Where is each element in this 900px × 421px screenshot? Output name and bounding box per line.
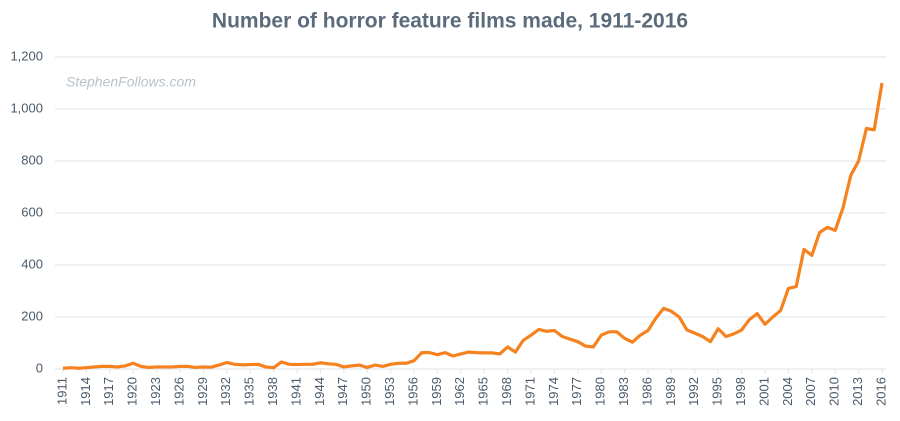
y-tick-label: 400 bbox=[21, 256, 43, 271]
y-tick-label: 200 bbox=[21, 308, 43, 323]
x-tick-label: 1947 bbox=[335, 377, 350, 406]
line bbox=[62, 82, 884, 370]
x-tick-label: 1926 bbox=[171, 377, 186, 406]
x-tick-label: 1977 bbox=[569, 377, 584, 406]
x-tick-label: 1941 bbox=[288, 377, 303, 406]
x-tick-label: 1968 bbox=[499, 377, 514, 406]
x-tick-label: 1950 bbox=[359, 377, 374, 406]
x-tick-label: 1971 bbox=[522, 377, 537, 406]
x-tick-label: 1995 bbox=[710, 377, 725, 406]
x-tick-label: 1944 bbox=[312, 377, 327, 406]
x-tick-label: 1980 bbox=[593, 377, 608, 406]
x-tick-label: 1986 bbox=[639, 377, 654, 406]
x-tick-label: 1929 bbox=[195, 377, 210, 406]
x-tick-label: 1911 bbox=[54, 377, 69, 405]
x-tick-label: 2001 bbox=[756, 377, 771, 406]
x-tick-label: 1923 bbox=[148, 377, 163, 406]
y-tick-label: 0 bbox=[36, 360, 43, 375]
y-tick-label: 600 bbox=[21, 204, 43, 219]
x-tick-label: 2004 bbox=[780, 377, 795, 406]
x-tick-label: 1989 bbox=[663, 377, 678, 406]
x-tick-label: 1920 bbox=[125, 377, 140, 406]
y-tick-label: 1,000 bbox=[10, 100, 43, 115]
x-tick-label: 1962 bbox=[452, 377, 467, 406]
x-tick-label: 1953 bbox=[382, 377, 397, 406]
x-tick-label: 1914 bbox=[78, 377, 93, 406]
x-tick-label: 1959 bbox=[429, 377, 444, 406]
x-tick-label: 1983 bbox=[616, 377, 631, 406]
x-tick-label: 2016 bbox=[873, 377, 888, 406]
watermark: StephenFollows.com bbox=[66, 74, 196, 90]
chart-title: Number of horror feature films made, 191… bbox=[212, 10, 688, 33]
x-tick-label: 1935 bbox=[242, 377, 257, 406]
x-tick-label: 2010 bbox=[827, 377, 842, 406]
x-tick-label: 2007 bbox=[803, 377, 818, 406]
y-tick-label: 800 bbox=[21, 152, 43, 167]
x-tick-label: 1917 bbox=[101, 377, 116, 406]
x-tick-label: 2013 bbox=[850, 377, 865, 406]
x-tick-label: 1965 bbox=[476, 377, 491, 406]
x-tick-label: 1974 bbox=[546, 377, 561, 406]
x-tick-label: 1998 bbox=[733, 377, 748, 406]
y-tick-label: 1,200 bbox=[10, 48, 43, 63]
x-tick-label: 1956 bbox=[405, 377, 420, 406]
x-tick-label: 1938 bbox=[265, 377, 280, 406]
x-tick-label: 1932 bbox=[218, 377, 233, 406]
x-tick-label: 1992 bbox=[686, 377, 701, 406]
